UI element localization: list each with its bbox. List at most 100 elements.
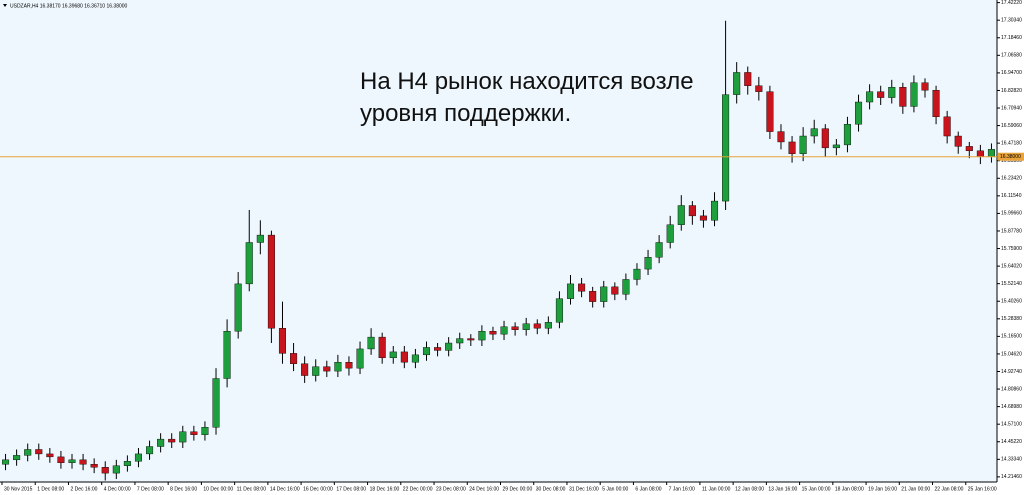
y-tick-label: 14.80860 [1001, 386, 1022, 392]
candle-body [821, 128, 829, 149]
candle-body [578, 283, 586, 292]
candle-body [478, 330, 486, 341]
candle-body [278, 328, 287, 354]
y-tick-label: 14.45220 [1001, 439, 1022, 445]
candle-body [710, 200, 719, 221]
candle-body [46, 453, 54, 458]
x-tick-label: 6 Jan 08:00 [635, 486, 661, 492]
y-tick-label: 14.33340 [1001, 457, 1022, 463]
annotation: На H4 рынок находится возле [360, 68, 694, 95]
candle-body [334, 362, 342, 372]
y-tick-label: 17.42220 [1001, 0, 1022, 6]
candle-body [910, 82, 918, 107]
candle-body [600, 286, 608, 302]
y-tick-label: 15.28380 [1001, 316, 1022, 322]
y-tick-label: 16.35300 [1001, 158, 1022, 164]
annotation: уровня поддержки. [360, 100, 571, 127]
candle-body [855, 101, 863, 125]
last-price-label: 16.38000 [1000, 154, 1021, 160]
candle-body [323, 366, 331, 372]
y-tick-label: 17.30340 [1001, 18, 1022, 24]
candle-body [500, 326, 508, 335]
candle-body [877, 91, 885, 98]
x-tick-label: 18 Jan 08:00 [835, 486, 864, 492]
x-tick-label: 10 Dec 00:00 [203, 486, 233, 492]
x-tick-label: 23 Dec 08:00 [436, 486, 466, 492]
x-tick-label: 13 Jan 16:00 [768, 486, 797, 492]
candle-body [400, 351, 408, 363]
candle-body [976, 150, 984, 157]
candle-body [899, 87, 907, 107]
candle-body [168, 438, 176, 443]
candle-body [24, 449, 32, 456]
y-tick-label: 14.92740 [1001, 369, 1022, 375]
candle-body [644, 257, 652, 270]
candle-body [932, 89, 940, 118]
candle-body [489, 330, 497, 335]
x-tick-label: 22 Jan 08:00 [935, 486, 964, 492]
y-tick-label: 14.68980 [1001, 404, 1022, 410]
y-tick-label: 16.70940 [1001, 105, 1022, 111]
candle-body [888, 87, 896, 98]
candle-body [799, 135, 807, 154]
candle-body [411, 354, 419, 363]
candle-body [13, 455, 21, 461]
candle-body [434, 347, 442, 351]
candle-body [777, 131, 785, 143]
candle-body [633, 268, 641, 280]
candle-body [68, 459, 76, 463]
y-tick-label: 16.59060 [1001, 123, 1022, 129]
candle-body [921, 82, 929, 91]
y-tick-label: 16.94700 [1001, 70, 1022, 76]
x-tick-label: 12 Jan 08:00 [735, 486, 764, 492]
x-tick-label: 14 Dec 16:00 [270, 486, 300, 492]
chart-header: USDZAR,H4 16.38170 16.39680 16.36710 16.… [10, 3, 128, 9]
x-tick-label: 30 Nov 2015 [4, 486, 33, 492]
y-tick-label: 15.52140 [1001, 281, 1022, 287]
candle-body [544, 322, 552, 329]
candle-body [35, 449, 43, 455]
y-tick-label: 15.99660 [1001, 211, 1022, 217]
candle-body [234, 283, 242, 332]
x-tick-label: 17 Dec 08:00 [336, 486, 366, 492]
candle-body [223, 330, 231, 379]
menu-icon [3, 4, 7, 7]
candle-body [511, 326, 519, 330]
candle-body [456, 338, 464, 344]
candle-body [2, 459, 10, 465]
y-tick-label: 14.21460 [1001, 474, 1022, 480]
candle-body [256, 234, 264, 243]
candle-body [943, 116, 951, 137]
candle-body [245, 242, 253, 285]
candle-body [201, 427, 209, 435]
y-tick-label: 15.75900 [1001, 246, 1022, 252]
x-tick-label: 1 Dec 08:00 [37, 486, 64, 492]
candle-body [522, 323, 530, 330]
x-tick-label: 15 Jan 00:00 [802, 486, 831, 492]
candle-body [533, 323, 541, 329]
candle-body [212, 378, 220, 428]
y-tick-label: 17.06580 [1001, 53, 1022, 59]
candle-body [367, 336, 375, 350]
candle-body [810, 128, 818, 137]
candle-body [766, 91, 774, 132]
candle-body [356, 348, 364, 369]
x-tick-label: 30 Dec 08:00 [536, 486, 566, 492]
candle-body [57, 456, 65, 463]
candle-body [788, 141, 796, 154]
y-tick-label: 16.82820 [1001, 88, 1022, 94]
x-tick-label: 31 Dec 16:00 [569, 486, 599, 492]
candle-body [699, 215, 707, 221]
y-tick-label: 17.18460 [1001, 35, 1022, 41]
candle-body [611, 286, 619, 295]
y-tick-label: 15.16500 [1001, 334, 1022, 340]
candle-body [79, 459, 87, 465]
x-tick-label: 25 Jan 16:00 [968, 486, 997, 492]
candle-body [267, 234, 275, 329]
candle-body [345, 362, 353, 369]
plot-area [0, 0, 997, 482]
candle-body [722, 94, 730, 202]
candle-body [566, 283, 575, 299]
y-tick-label: 15.87780 [1001, 228, 1022, 234]
price-axis [997, 0, 1024, 495]
